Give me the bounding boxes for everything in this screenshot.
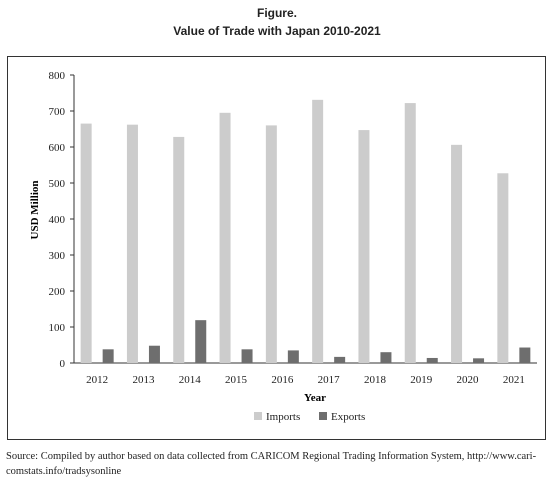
legend-swatch-imports (254, 412, 262, 420)
bar-imports-2016 (265, 125, 277, 364)
bar-imports-2021 (497, 173, 509, 363)
y-tick-label: 0 (60, 358, 66, 370)
x-tick-label: 2012 (86, 374, 108, 386)
x-tick-label: 2015 (225, 374, 248, 386)
y-ticks: 0 100 200 300 400 500 600 700 800 (49, 70, 74, 370)
y-tick-label: 700 (49, 106, 66, 118)
bar-exports-2018 (380, 352, 392, 363)
y-tick-label: 300 (49, 250, 66, 262)
x-tick-label: 2021 (503, 374, 525, 386)
source-note: Source: Compiled by author based on data… (6, 451, 537, 477)
y-tick-label: 100 (49, 322, 66, 334)
x-tick-label: 2018 (364, 374, 387, 386)
x-tick-label: 2019 (410, 374, 433, 386)
x-tick-label: 2014 (179, 374, 202, 386)
legend-swatch-exports (319, 412, 327, 420)
legend: Imports Exports (254, 411, 365, 423)
chart-frame (7, 56, 546, 440)
bar-imports-2015 (219, 112, 231, 363)
x-ticks: 2012 2013 2014 2015 2016 2017 2018 2019 2020 2021 (86, 374, 525, 386)
bar-exports-2013 (148, 345, 160, 363)
bar-imports-2013 (126, 124, 138, 364)
y-tick-label: 800 (49, 70, 66, 82)
bar-exports-2015 (241, 349, 253, 363)
bar-exports-2012 (102, 349, 114, 363)
x-tick-label: 2020 (457, 374, 480, 386)
figure-label: Figure. (256, 6, 297, 20)
bar-exports-2020 (473, 358, 485, 363)
y-tick-label: 600 (49, 142, 66, 154)
x-tick-label: 2017 (318, 374, 341, 386)
bar-imports-2017 (312, 99, 324, 363)
bar-imports-2020 (451, 144, 463, 363)
x-tick-label: 2016 (271, 374, 294, 386)
chart-title: Value of Trade with Japan 2010-2021 (173, 24, 381, 38)
y-tick-label: 400 (49, 214, 66, 226)
x-axis-label: Year (304, 392, 326, 404)
bar-imports-2012 (80, 123, 92, 363)
y-axis-label: USD Million (29, 181, 41, 240)
bar-exports-2016 (287, 350, 299, 363)
bar-exports-2021 (519, 347, 531, 363)
bar-imports-2018 (358, 130, 370, 363)
bar-exports-2019 (426, 357, 438, 363)
chart-axes (73, 75, 537, 364)
bars (80, 99, 531, 364)
y-tick-label: 500 (49, 178, 66, 190)
bar-imports-2019 (404, 103, 416, 363)
bar-exports-2017 (334, 356, 346, 363)
legend-label-exports: Exports (331, 411, 365, 423)
y-tick-label: 200 (49, 286, 66, 298)
bar-exports-2014 (195, 320, 207, 363)
x-tick-label: 2013 (132, 374, 155, 386)
legend-label-imports: Imports (266, 411, 300, 423)
bar-imports-2014 (173, 136, 185, 363)
